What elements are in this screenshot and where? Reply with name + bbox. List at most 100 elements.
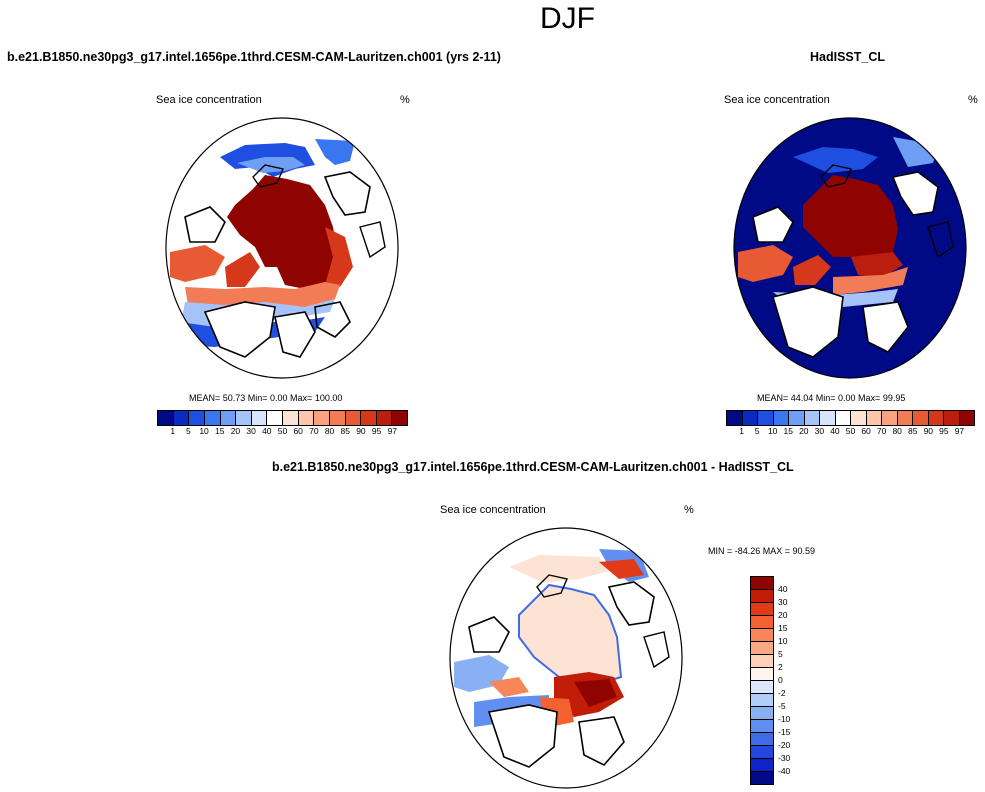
model-colorbar-ticks: 1 5 10 15 20 30 40 50 60 70 80 85 90 95 97: [157, 426, 408, 438]
obs-stats: MEAN= 44.04 Min= 0.00 Max= 99.95: [757, 393, 906, 403]
colorbar-tick-label: 95: [939, 426, 949, 436]
colorbar-swatch: [751, 759, 773, 772]
obs-polar-map: [733, 117, 967, 379]
colorbar-swatch: [361, 411, 377, 425]
colorbar-tick-label: 1: [739, 426, 744, 436]
colorbar-tick-label: 2: [778, 662, 783, 672]
colorbar-swatch: [773, 411, 789, 425]
colorbar-tick-label: 90: [923, 426, 934, 436]
colorbar-swatch: [944, 411, 960, 425]
colorbar-tick-label: 10: [778, 636, 788, 646]
colorbar-swatch: [742, 411, 758, 425]
model-variable-label: Sea ice concentration: [156, 94, 262, 106]
diff-colorbar-ticks: 40 30 20 15 10 5 2 0 -2 -5 -10 -15 -20 -30 -40: [778, 576, 818, 786]
model-stats: MEAN= 50.73 Min= 0.00 Max= 100.00: [189, 393, 343, 403]
colorbar-swatch: [220, 411, 237, 425]
colorbar-tick-label: 60: [293, 426, 303, 436]
colorbar-tick-label: 20: [799, 426, 809, 436]
colorbar-tick-label: 50: [277, 426, 288, 436]
colorbar-swatch: [329, 411, 346, 425]
colorbar-tick-label: 95: [371, 426, 382, 436]
obs-variable-label: Sea ice concentration: [724, 94, 830, 106]
diff-variable-label: Sea ice concentration: [440, 504, 546, 516]
colorbar-tick-label: 5: [186, 426, 191, 436]
colorbar-swatch: [236, 411, 252, 425]
figure-title: DJF: [540, 2, 595, 35]
colorbar-tick-label: -15: [778, 727, 791, 737]
colorbar-swatch: [392, 411, 407, 425]
diff-stats: MIN = -84.26 MAX = 90.59: [708, 546, 816, 556]
colorbar-swatch: [251, 411, 268, 425]
colorbar-tick-label: 30: [778, 597, 788, 607]
colorbar-swatch: [751, 707, 773, 720]
colorbar-swatch: [751, 577, 773, 590]
colorbar-swatch: [727, 411, 743, 425]
model-units-label: %: [400, 94, 410, 106]
colorbar-swatch: [913, 411, 929, 425]
central-arctic-ice: [227, 175, 340, 289]
colorbar-tick-label: 5: [754, 426, 760, 436]
colorbar-tick-label: -5: [778, 701, 786, 711]
colorbar-tick-label: 70: [876, 426, 887, 436]
colorbar-swatch: [204, 411, 221, 425]
colorbar-swatch: [851, 411, 867, 425]
colorbar-swatch: [751, 746, 773, 759]
colorbar-swatch: [959, 411, 974, 425]
colorbar-swatch: [928, 411, 944, 425]
colorbar-swatch: [897, 411, 913, 425]
colorbar-swatch: [751, 733, 773, 746]
obs-colorbar-ticks: 1 5 10 15 20 30 40 50 60 70 80 85 90 95 97: [726, 426, 975, 438]
colorbar-tick-label: -30: [778, 753, 791, 763]
diff-polar-map: [449, 527, 683, 789]
colorbar-tick-label: 30: [814, 426, 825, 436]
colorbar-swatch: [758, 411, 774, 425]
colorbar-swatch: [751, 668, 773, 681]
colorbar-swatch: [345, 411, 362, 425]
colorbar-tick-label: 90: [356, 426, 366, 436]
colorbar-swatch: [751, 642, 773, 655]
colorbar-swatch: [789, 411, 805, 425]
colorbar-swatch: [376, 411, 393, 425]
colorbar-swatch: [751, 720, 773, 733]
colorbar-swatch: [298, 411, 315, 425]
colorbar-tick-label: 40: [778, 584, 788, 594]
model-polar-map: [165, 117, 399, 379]
obs-colorbar: 1 5 10 15 20 30 40 50 60 70 80 85 90 95 97: [726, 410, 975, 438]
colorbar-tick-label: 20: [778, 610, 788, 620]
colorbar-tick-label: 80: [324, 426, 335, 436]
diff-colorbar-swatches: [750, 576, 774, 785]
colorbar-swatch: [173, 411, 190, 425]
colorbar-swatch: [751, 772, 773, 784]
colorbar-swatch: [820, 411, 836, 425]
colorbar-swatch: [158, 411, 174, 425]
diff-case-title: b.e21.B1850.ne30pg3_g17.intel.1656pe.1th…: [272, 460, 794, 474]
colorbar-swatch: [751, 616, 773, 629]
colorbar-tick-label: 0: [778, 675, 783, 685]
colorbar-tick-label: 1: [170, 426, 176, 436]
colorbar-swatch: [866, 411, 882, 425]
colorbar-tick-label: 80: [892, 426, 902, 436]
colorbar-swatch: [314, 411, 330, 425]
colorbar-tick-label: 30: [246, 426, 256, 436]
colorbar-swatch: [189, 411, 205, 425]
colorbar-swatch: [751, 629, 773, 642]
colorbar-swatch: [751, 681, 773, 694]
colorbar-tick-label: 15: [778, 623, 788, 633]
obs-case-title: HadISST_CL: [810, 50, 886, 64]
diff-colorbar: [750, 576, 774, 785]
diff-units-label: %: [684, 504, 694, 516]
model-case-title: b.e21.B1850.ne30pg3_g17.intel.1656pe.1th…: [7, 50, 501, 64]
colorbar-tick-label: 85: [908, 426, 918, 436]
colorbar-tick-label: -10: [778, 714, 791, 724]
colorbar-tick-label: 70: [309, 426, 319, 436]
colorbar-swatch: [751, 655, 773, 668]
colorbar-swatch: [835, 411, 851, 425]
colorbar-tick-label: 10: [199, 426, 209, 436]
colorbar-tick-label: 97: [387, 426, 398, 436]
model-colorbar-swatches: [157, 410, 408, 426]
colorbar-swatch: [751, 590, 773, 603]
colorbar-tick-label: 60: [861, 426, 871, 436]
colorbar-tick-label: -2: [778, 688, 786, 698]
colorbar-swatch: [882, 411, 898, 425]
colorbar-tick-label: 40: [262, 426, 272, 436]
